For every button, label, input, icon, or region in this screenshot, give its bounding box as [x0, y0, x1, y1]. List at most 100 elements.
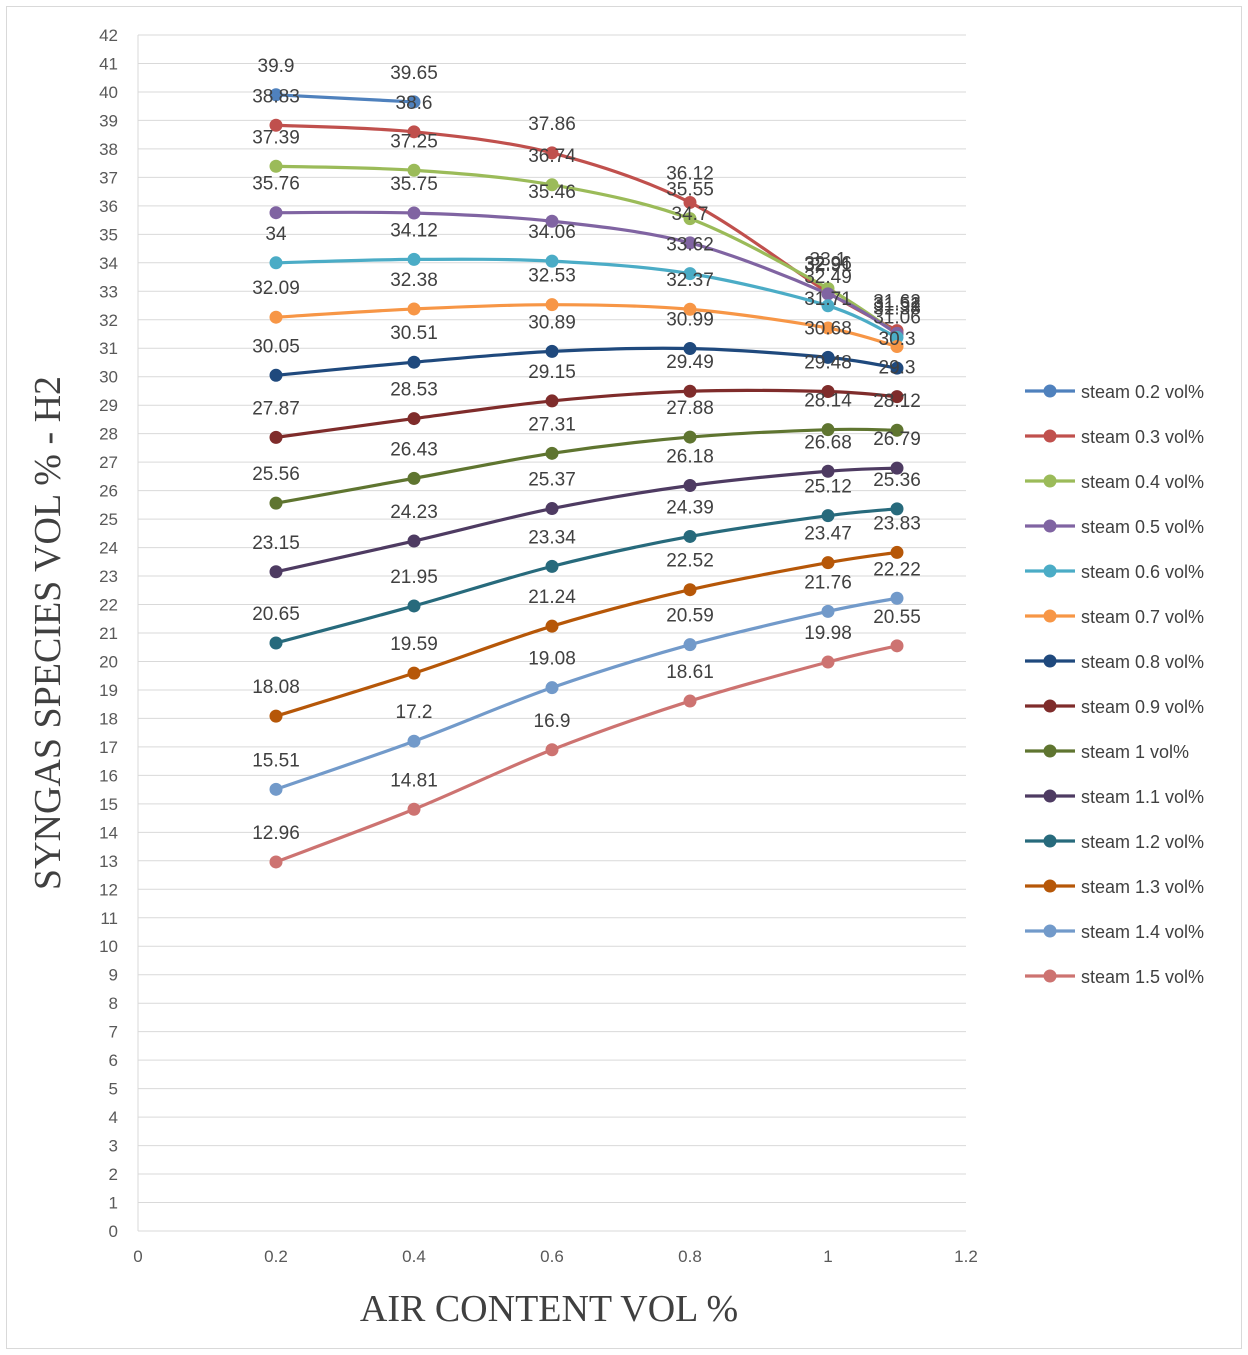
data-point: [407, 163, 421, 177]
y-tick-label: 16: [99, 766, 118, 785]
data-label: 37.86: [528, 114, 576, 135]
legend-marker: [1043, 564, 1057, 578]
y-tick-label: 35: [99, 225, 118, 244]
data-label: 39.9: [258, 56, 295, 77]
y-tick-label: 28: [99, 425, 118, 444]
x-tick-label: 0.8: [678, 1247, 702, 1266]
y-tick-label: 37: [99, 168, 118, 187]
x-tick-label: 0.4: [402, 1247, 426, 1266]
data-point: [269, 310, 283, 324]
legend-label: steam 1.3 vol%: [1081, 877, 1204, 897]
legend-item: steam 1.1 vol%: [1025, 787, 1204, 807]
y-tick-label: 27: [99, 453, 118, 472]
data-label: 31.71: [804, 289, 852, 310]
y-tick-label: 14: [99, 823, 118, 842]
data-label: 29.3: [879, 358, 916, 379]
y-tick-label: 4: [109, 1108, 118, 1127]
data-label: 15.51: [252, 750, 300, 771]
data-label: 18.61: [666, 662, 714, 683]
data-point: [821, 509, 835, 523]
data-point: [890, 361, 904, 375]
legend-item: steam 1.2 vol%: [1025, 832, 1204, 852]
data-label: 26.43: [390, 439, 438, 460]
y-tick-label: 22: [99, 596, 118, 615]
legend-item: steam 1 vol%: [1025, 742, 1189, 762]
y-tick-label: 31: [99, 339, 118, 358]
data-label: 34: [265, 224, 287, 245]
legend-label: steam 0.9 vol%: [1081, 697, 1204, 717]
data-label: 25.37: [528, 470, 576, 491]
y-tick-label: 10: [99, 937, 118, 956]
data-label: 29.15: [528, 362, 576, 383]
data-point: [821, 287, 835, 301]
data-labels: 39.9 39.65 38.83 38.6 37.86 36.12 32.96 31.62 37…: [252, 56, 921, 844]
data-label: 35.46: [528, 182, 576, 203]
data-point: [545, 559, 559, 573]
y-tick-label: 8: [109, 994, 118, 1013]
data-label: 36.74: [528, 146, 576, 167]
data-label: 32.09: [252, 278, 300, 299]
data-point: [407, 802, 421, 816]
data-point: [407, 734, 421, 748]
legend-marker: [1043, 384, 1057, 398]
series-line: [274, 93, 416, 104]
line-chart: 0123456789101112131415161718192021222324…: [27, 26, 1204, 1330]
y-tick-label: 29: [99, 396, 118, 415]
data-point: [821, 423, 835, 437]
data-point: [821, 299, 835, 313]
data-label: 21.76: [804, 572, 852, 593]
data-label: 32.37: [666, 270, 714, 291]
y-tick-label: 24: [99, 539, 118, 558]
data-point: [890, 545, 904, 559]
data-label: 36.12: [666, 163, 714, 184]
y-tick-label: 1: [109, 1194, 118, 1213]
data-point: [545, 743, 559, 757]
data-point: [821, 556, 835, 570]
data-label: 29.48: [804, 353, 852, 374]
data-point: [269, 855, 283, 869]
y-tick-label: 17: [99, 738, 118, 757]
data-label: 38.83: [252, 86, 300, 107]
legend-label: steam 1 vol%: [1081, 742, 1189, 762]
data-point: [683, 529, 697, 543]
data-point: [683, 583, 697, 597]
data-point: [890, 330, 904, 344]
legend-marker: [1043, 609, 1057, 623]
data-point: [407, 471, 421, 485]
data-point: [269, 206, 283, 220]
data-label: 23.15: [252, 533, 300, 554]
data-label: 24.39: [666, 497, 714, 518]
data-point: [269, 636, 283, 650]
data-label: 24.23: [390, 502, 438, 523]
data-label: 22.52: [666, 551, 714, 572]
data-point: [821, 385, 835, 399]
legend-item: steam 0.5 vol%: [1025, 517, 1204, 537]
data-label: 28.12: [873, 391, 921, 412]
y-tick-label: 38: [99, 140, 118, 159]
data-label: 30.89: [528, 312, 576, 333]
x-tick-labels: 0 0.2 0.4 0.6 0.8 1 1.2: [133, 1247, 978, 1266]
data-point: [545, 298, 559, 312]
data-point: [545, 344, 559, 358]
data-point: [683, 478, 697, 492]
data-point: [683, 342, 697, 356]
legend-label: steam 0.4 vol%: [1081, 472, 1204, 492]
y-tick-label: 33: [99, 282, 118, 301]
data-label: 17.2: [396, 702, 433, 723]
legend-marker: [1043, 789, 1057, 803]
legend-label: steam 1.2 vol%: [1081, 832, 1204, 852]
legend-item: steam 0.2 vol%: [1025, 382, 1204, 402]
legend-marker: [1043, 519, 1057, 533]
legend-label: steam 0.8 vol%: [1081, 652, 1204, 672]
x-tick-label: 0.2: [264, 1247, 288, 1266]
data-label: 23.34: [528, 527, 576, 548]
legend-item: steam 0.9 vol%: [1025, 697, 1204, 717]
data-point: [545, 254, 559, 268]
legend-marker: [1043, 429, 1057, 443]
legend-item: steam 1.5 vol%: [1025, 967, 1204, 987]
y-tick-label: 21: [99, 624, 118, 643]
legend-marker: [1043, 879, 1057, 893]
legend-marker: [1043, 834, 1057, 848]
y-tick-label: 2: [109, 1165, 118, 1184]
data-point: [683, 212, 697, 226]
